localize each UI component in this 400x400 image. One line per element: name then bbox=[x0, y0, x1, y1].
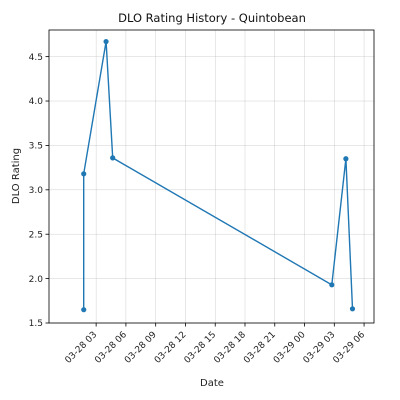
data-point bbox=[343, 156, 349, 162]
y-axis: 1.5 2.0 2.5 3.0 3.5 4.0 4.5 bbox=[29, 53, 49, 329]
x-axis-label: Date bbox=[200, 378, 224, 389]
x-tick-label: 03-29 06 bbox=[332, 330, 368, 366]
series-line bbox=[81, 38, 356, 313]
data-point bbox=[329, 282, 335, 288]
y-tick-label: 1.5 bbox=[29, 319, 43, 329]
y-axis-label: DLO Rating bbox=[11, 148, 22, 204]
data-point bbox=[81, 307, 87, 313]
series-line-path bbox=[82, 41, 354, 310]
y-tick-label: 2.0 bbox=[29, 275, 44, 285]
grid-lines bbox=[49, 30, 374, 324]
data-point bbox=[103, 38, 109, 45]
y-tick-label: 3.0 bbox=[29, 186, 44, 196]
data-point bbox=[110, 155, 116, 161]
y-tick-label: 4.5 bbox=[29, 53, 43, 63]
data-point bbox=[349, 306, 356, 312]
data-point bbox=[81, 171, 87, 177]
chart-title: DLO Rating History - Quintobean bbox=[118, 11, 306, 25]
y-tick-label: 2.5 bbox=[29, 230, 43, 240]
plot-frame bbox=[48, 29, 375, 324]
y-tick-label: 3.5 bbox=[29, 142, 43, 152]
y-tick-label: 4.0 bbox=[29, 97, 44, 107]
